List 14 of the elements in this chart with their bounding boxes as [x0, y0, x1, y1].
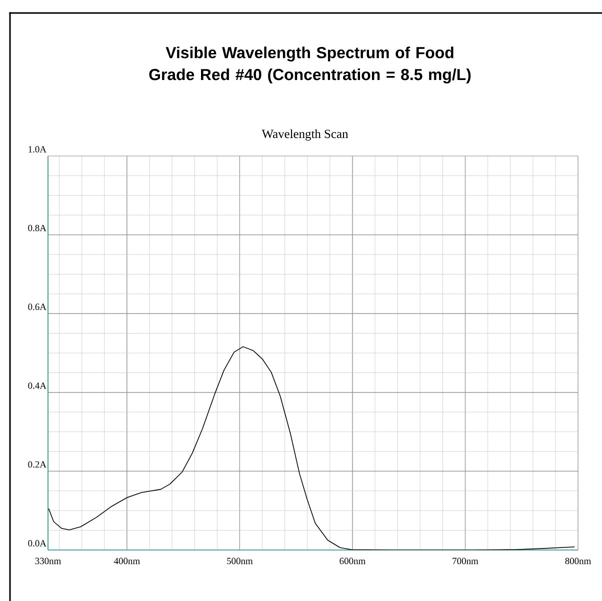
chart-title: Visible Wavelength Spectrum of Food Grade Red #40 (Concentration = 8.5 mg/L)	[149, 46, 471, 84]
x-tick-label: 600nm	[340, 558, 366, 564]
x-tick-label: 500nm	[227, 558, 253, 564]
y-tick-label: 0.4A	[28, 382, 46, 389]
y-tick-label: 0.2A	[28, 461, 46, 468]
y-tick-label: 1.0A	[28, 146, 46, 152]
x-tick-label: 700nm	[452, 558, 478, 564]
x-tick-label: 330nm	[35, 558, 62, 564]
y-tick-label: 0.0A	[28, 540, 46, 546]
x-tick-label: 800nm	[565, 558, 592, 564]
chart-subtitle: Wavelength Scan	[262, 129, 348, 141]
x-tick-label: 400nm	[114, 558, 140, 564]
y-tick-label: 0.8A	[28, 224, 46, 232]
y-tick-label: 0.6A	[28, 304, 46, 310]
